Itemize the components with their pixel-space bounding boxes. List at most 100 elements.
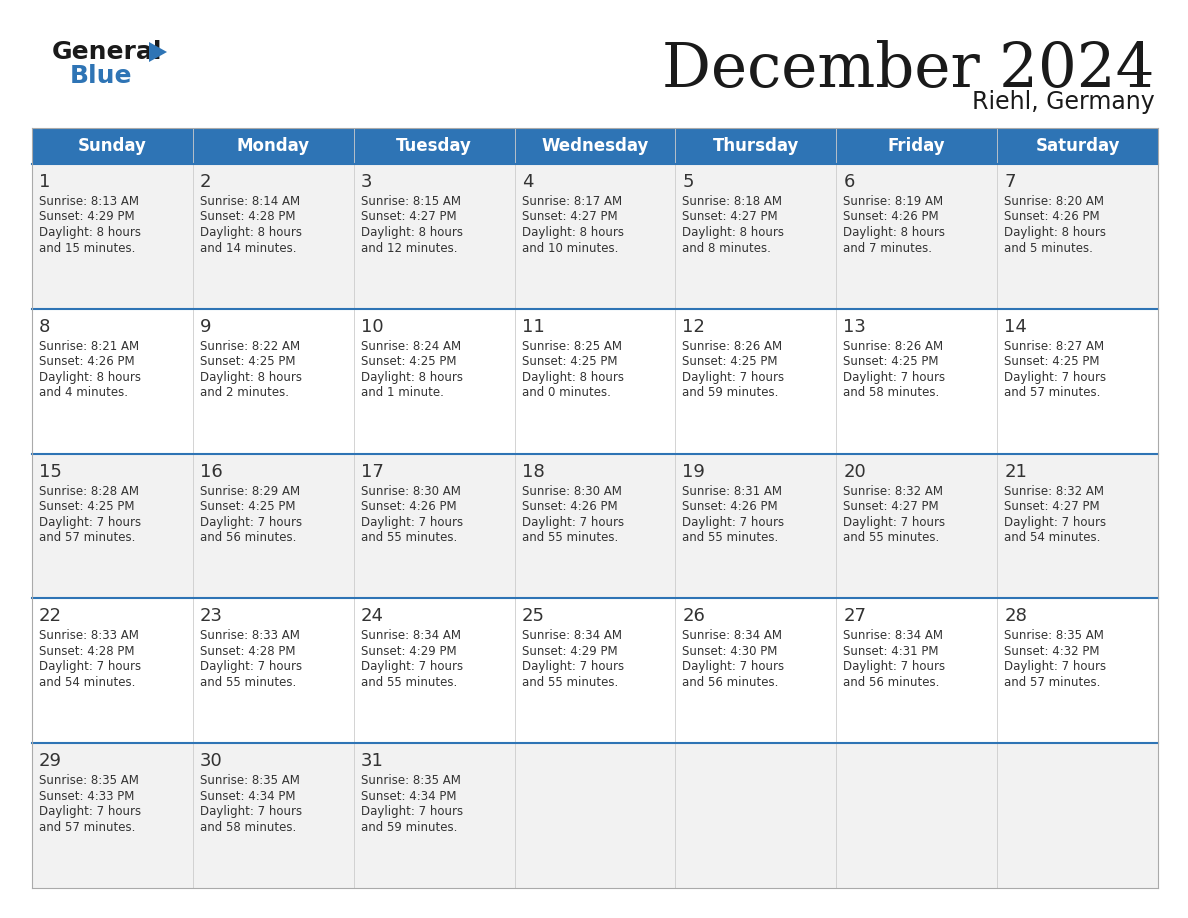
Text: Sunset: 4:25 PM: Sunset: 4:25 PM — [361, 355, 456, 368]
Text: 6: 6 — [843, 173, 854, 191]
Text: and 5 minutes.: and 5 minutes. — [1004, 241, 1093, 254]
Text: Daylight: 7 hours: Daylight: 7 hours — [361, 805, 463, 818]
Text: Daylight: 7 hours: Daylight: 7 hours — [39, 516, 141, 529]
Text: Sunset: 4:26 PM: Sunset: 4:26 PM — [39, 355, 134, 368]
Text: Sunset: 4:32 PM: Sunset: 4:32 PM — [1004, 645, 1100, 658]
Text: Daylight: 8 hours: Daylight: 8 hours — [522, 371, 624, 384]
Text: and 58 minutes.: and 58 minutes. — [200, 821, 296, 834]
Text: 22: 22 — [39, 608, 62, 625]
Text: and 10 minutes.: and 10 minutes. — [522, 241, 618, 254]
Text: Sunset: 4:27 PM: Sunset: 4:27 PM — [843, 500, 939, 513]
Text: and 59 minutes.: and 59 minutes. — [361, 821, 457, 834]
Text: Monday: Monday — [236, 137, 310, 155]
Text: and 56 minutes.: and 56 minutes. — [200, 532, 296, 544]
Text: Sunrise: 8:31 AM: Sunrise: 8:31 AM — [682, 485, 783, 498]
Polygon shape — [148, 42, 168, 62]
Text: Daylight: 8 hours: Daylight: 8 hours — [361, 371, 462, 384]
Text: and 7 minutes.: and 7 minutes. — [843, 241, 933, 254]
Text: Sunset: 4:25 PM: Sunset: 4:25 PM — [522, 355, 617, 368]
Text: Saturday: Saturday — [1035, 137, 1120, 155]
Text: Sunrise: 8:27 AM: Sunrise: 8:27 AM — [1004, 340, 1105, 353]
Text: 2: 2 — [200, 173, 211, 191]
Text: December 2024: December 2024 — [663, 40, 1155, 100]
Text: Sunset: 4:25 PM: Sunset: 4:25 PM — [200, 355, 296, 368]
Text: and 4 minutes.: and 4 minutes. — [39, 386, 128, 399]
Text: 30: 30 — [200, 752, 222, 770]
Text: Sunset: 4:29 PM: Sunset: 4:29 PM — [39, 210, 134, 223]
Text: Daylight: 7 hours: Daylight: 7 hours — [843, 516, 946, 529]
Text: Sunrise: 8:21 AM: Sunrise: 8:21 AM — [39, 340, 139, 353]
Text: and 58 minutes.: and 58 minutes. — [843, 386, 940, 399]
Text: Daylight: 8 hours: Daylight: 8 hours — [1004, 226, 1106, 239]
Text: Sunset: 4:26 PM: Sunset: 4:26 PM — [843, 210, 939, 223]
Text: Daylight: 8 hours: Daylight: 8 hours — [843, 226, 946, 239]
Text: Sunset: 4:27 PM: Sunset: 4:27 PM — [361, 210, 456, 223]
Text: Daylight: 8 hours: Daylight: 8 hours — [522, 226, 624, 239]
Text: and 15 minutes.: and 15 minutes. — [39, 241, 135, 254]
Text: Daylight: 8 hours: Daylight: 8 hours — [200, 226, 302, 239]
Text: Daylight: 7 hours: Daylight: 7 hours — [39, 805, 141, 818]
Text: 1: 1 — [39, 173, 50, 191]
Text: and 57 minutes.: and 57 minutes. — [39, 532, 135, 544]
Text: Sunrise: 8:34 AM: Sunrise: 8:34 AM — [522, 630, 621, 643]
Text: 4: 4 — [522, 173, 533, 191]
Text: 16: 16 — [200, 463, 222, 481]
Text: Sunrise: 8:34 AM: Sunrise: 8:34 AM — [843, 630, 943, 643]
Text: Sunset: 4:29 PM: Sunset: 4:29 PM — [361, 645, 456, 658]
Text: Daylight: 7 hours: Daylight: 7 hours — [522, 516, 624, 529]
Text: Daylight: 7 hours: Daylight: 7 hours — [39, 660, 141, 674]
Text: 24: 24 — [361, 608, 384, 625]
Text: Daylight: 7 hours: Daylight: 7 hours — [200, 805, 302, 818]
Text: Friday: Friday — [887, 137, 946, 155]
Text: Daylight: 8 hours: Daylight: 8 hours — [39, 226, 141, 239]
Text: Daylight: 7 hours: Daylight: 7 hours — [1004, 371, 1106, 384]
Text: Sunrise: 8:18 AM: Sunrise: 8:18 AM — [682, 195, 783, 208]
Text: General: General — [52, 40, 163, 64]
Text: 20: 20 — [843, 463, 866, 481]
Text: Sunrise: 8:19 AM: Sunrise: 8:19 AM — [843, 195, 943, 208]
Text: Daylight: 8 hours: Daylight: 8 hours — [39, 371, 141, 384]
Text: Sunrise: 8:26 AM: Sunrise: 8:26 AM — [843, 340, 943, 353]
Text: Sunrise: 8:32 AM: Sunrise: 8:32 AM — [843, 485, 943, 498]
Text: and 0 minutes.: and 0 minutes. — [522, 386, 611, 399]
Text: 10: 10 — [361, 318, 384, 336]
Text: 3: 3 — [361, 173, 372, 191]
Text: 29: 29 — [39, 752, 62, 770]
Text: Sunrise: 8:35 AM: Sunrise: 8:35 AM — [200, 774, 299, 788]
Text: 31: 31 — [361, 752, 384, 770]
Text: Sunset: 4:29 PM: Sunset: 4:29 PM — [522, 645, 618, 658]
Text: Sunrise: 8:34 AM: Sunrise: 8:34 AM — [361, 630, 461, 643]
Text: Sunrise: 8:26 AM: Sunrise: 8:26 AM — [682, 340, 783, 353]
Text: and 57 minutes.: and 57 minutes. — [1004, 386, 1100, 399]
Text: Daylight: 7 hours: Daylight: 7 hours — [361, 516, 463, 529]
Bar — [32, 308, 1158, 453]
Text: Sunset: 4:27 PM: Sunset: 4:27 PM — [682, 210, 778, 223]
Text: Sunrise: 8:30 AM: Sunrise: 8:30 AM — [361, 485, 461, 498]
Text: Sunrise: 8:35 AM: Sunrise: 8:35 AM — [361, 774, 461, 788]
Text: Sunrise: 8:28 AM: Sunrise: 8:28 AM — [39, 485, 139, 498]
Text: and 55 minutes.: and 55 minutes. — [682, 532, 778, 544]
Text: 12: 12 — [682, 318, 706, 336]
Text: and 55 minutes.: and 55 minutes. — [522, 532, 618, 544]
Text: 14: 14 — [1004, 318, 1026, 336]
Text: and 59 minutes.: and 59 minutes. — [682, 386, 779, 399]
Bar — [32, 128, 1158, 164]
Text: Daylight: 7 hours: Daylight: 7 hours — [1004, 516, 1106, 529]
Text: 18: 18 — [522, 463, 544, 481]
Text: Sunset: 4:28 PM: Sunset: 4:28 PM — [200, 645, 296, 658]
Bar — [32, 164, 1158, 308]
Text: and 12 minutes.: and 12 minutes. — [361, 241, 457, 254]
Text: Wednesday: Wednesday — [542, 137, 649, 155]
Text: Daylight: 7 hours: Daylight: 7 hours — [843, 660, 946, 674]
Text: Sunset: 4:26 PM: Sunset: 4:26 PM — [1004, 210, 1100, 223]
Text: Daylight: 7 hours: Daylight: 7 hours — [200, 660, 302, 674]
Text: Daylight: 7 hours: Daylight: 7 hours — [200, 516, 302, 529]
Text: Sunset: 4:25 PM: Sunset: 4:25 PM — [682, 355, 778, 368]
Text: Sunrise: 8:29 AM: Sunrise: 8:29 AM — [200, 485, 301, 498]
Text: Sunset: 4:33 PM: Sunset: 4:33 PM — [39, 789, 134, 802]
Text: Sunrise: 8:32 AM: Sunrise: 8:32 AM — [1004, 485, 1104, 498]
Text: Sunset: 4:25 PM: Sunset: 4:25 PM — [843, 355, 939, 368]
Text: and 54 minutes.: and 54 minutes. — [1004, 532, 1100, 544]
Text: Sunset: 4:25 PM: Sunset: 4:25 PM — [1004, 355, 1100, 368]
Bar — [32, 744, 1158, 888]
